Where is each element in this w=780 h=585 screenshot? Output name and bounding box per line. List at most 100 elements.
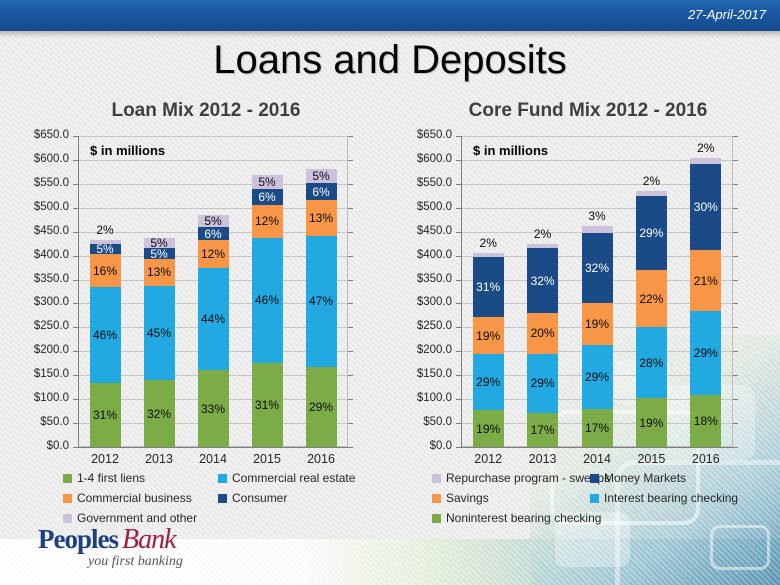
percent-label: 17%	[530, 422, 555, 437]
axis-tick	[348, 255, 353, 257]
legend-label: Savings	[446, 491, 489, 505]
axis-tick	[73, 399, 78, 401]
axis-tick	[348, 447, 353, 448]
legend-label: Consumer	[232, 491, 288, 505]
percent-label: 2%	[479, 236, 497, 251]
chart-annotation: $ in millions	[473, 143, 549, 158]
top-banner	[0, 0, 780, 31]
logo-tagline: you first banking	[88, 554, 183, 569]
percent-label: 29%	[530, 376, 555, 391]
axis-tick	[456, 375, 461, 377]
bar-segment	[197, 214, 229, 227]
bar-segment	[527, 412, 559, 447]
axis-tick	[733, 375, 738, 377]
bar-segment	[89, 254, 121, 288]
bar-segment	[472, 253, 504, 258]
gridline	[462, 183, 732, 185]
peoples-bank-logo: Peoples Bank you first banking	[38, 524, 183, 570]
percent-label: 31%	[254, 397, 280, 412]
axis-tick	[73, 375, 78, 377]
axis-tick	[456, 303, 461, 305]
bar-segment	[527, 353, 559, 413]
bar-segment	[472, 353, 504, 411]
percent-label: 45%	[146, 326, 172, 341]
percent-label: 17%	[584, 421, 610, 436]
legend-swatch	[218, 494, 227, 503]
axis-tick	[456, 279, 461, 281]
axis-tick	[456, 351, 461, 353]
legend-label: Money Markets	[604, 471, 687, 485]
y-axis-line	[78, 136, 79, 447]
axis-tick	[73, 351, 78, 353]
percent-label: 28%	[639, 355, 664, 370]
bar-segment	[581, 409, 613, 447]
y-axis-label: $400.0	[33, 248, 69, 261]
percent-label: 2%	[533, 227, 552, 242]
legend-swatch	[590, 494, 599, 503]
y-axis-label: $350.0	[33, 272, 69, 285]
y-axis-label: $550.0	[33, 176, 69, 189]
axis-tick	[73, 279, 78, 281]
percent-label: 31%	[92, 407, 118, 422]
chart-title: Loan Mix 2012 - 2016	[111, 100, 301, 121]
legend-label: Noninterest bearing checking	[446, 511, 602, 525]
axis-tick	[733, 303, 738, 305]
bar-segment	[527, 248, 559, 314]
axis-tick	[733, 351, 738, 353]
bar-segment	[197, 268, 229, 371]
bar-segment	[251, 188, 283, 206]
axis-tick	[456, 136, 461, 137]
percent-label: 29%	[308, 399, 334, 414]
y-axis-label: $250.0	[416, 320, 452, 333]
bar-segment	[690, 394, 722, 447]
axis-tick	[348, 183, 353, 185]
axis-tick	[733, 159, 738, 161]
axis-tick	[73, 255, 78, 257]
percent-label: 5%	[150, 246, 168, 261]
percent-label: 29%	[639, 226, 664, 241]
x-axis-label: 2016	[691, 452, 720, 466]
bar-segment	[305, 366, 337, 447]
y-axis-label: $650.0	[416, 129, 452, 141]
axis-tick	[73, 447, 78, 448]
bar-segment	[305, 183, 337, 200]
percent-label: 19%	[476, 421, 501, 436]
legend-swatch	[432, 494, 441, 503]
x-axis-label: 2013	[145, 452, 173, 466]
bar-segment	[143, 248, 175, 259]
gridline	[462, 207, 732, 209]
percent-label: 29%	[476, 375, 501, 390]
x-axis-line	[78, 447, 348, 448]
axis-tick	[456, 447, 461, 448]
percent-label: 31%	[476, 280, 501, 295]
axis-tick	[456, 207, 461, 209]
legend-swatch	[63, 494, 72, 503]
y-axis-label: $500.0	[33, 200, 69, 213]
axis-tick	[73, 159, 78, 161]
axis-tick	[456, 327, 461, 329]
y-axis-label: $50.0	[40, 416, 69, 429]
gridline	[79, 136, 347, 137]
bar-segment	[581, 225, 613, 233]
percent-label: 19%	[639, 415, 664, 430]
bar-segment	[581, 232, 613, 304]
axis-tick	[348, 207, 353, 209]
percent-label: 2%	[642, 174, 661, 189]
bar-segment	[251, 175, 283, 189]
y-axis-label: $250.0	[33, 320, 69, 333]
percent-label: 19%	[584, 317, 610, 332]
percent-label: 5%	[96, 242, 114, 257]
legend-swatch	[590, 474, 599, 483]
bar-segment	[635, 270, 667, 327]
percent-label: 46%	[254, 293, 280, 308]
bar-segment	[635, 398, 667, 447]
bar-segment	[690, 311, 722, 395]
bar-segment	[197, 370, 229, 447]
x-axis-label: 2015	[253, 452, 281, 466]
percent-label: 13%	[308, 211, 334, 226]
axis-tick	[73, 423, 78, 425]
logo-text-peoples: Peoples	[38, 524, 119, 554]
percent-label: 32%	[530, 273, 555, 288]
bar-segment	[472, 410, 504, 447]
